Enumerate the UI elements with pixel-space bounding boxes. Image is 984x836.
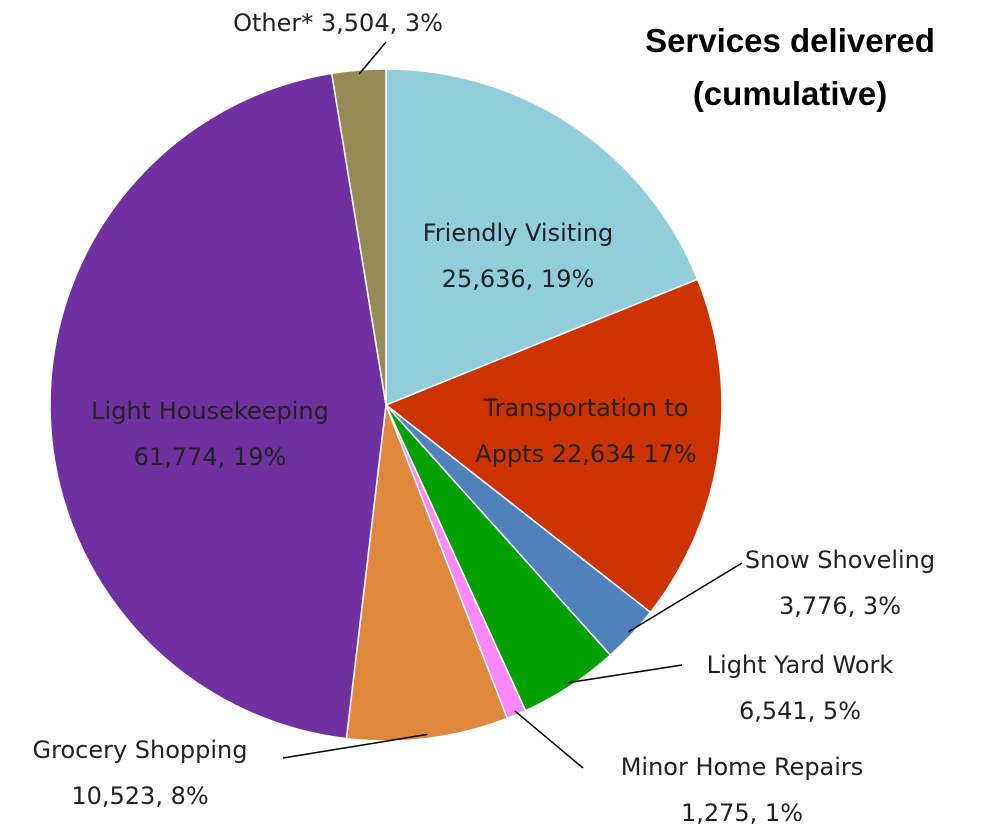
slice-category: Minor Home Repairs xyxy=(620,753,864,781)
slice-value-label: 6,541, 5% xyxy=(738,697,862,725)
chart-title: Services delivered (cumulative) xyxy=(645,22,935,112)
slice-label: Friendly Visiting 25,636, 19% xyxy=(368,210,668,302)
pie-slice xyxy=(384,278,723,614)
leader-line xyxy=(628,562,743,633)
slice-value-label: 1,275, 1% xyxy=(680,799,804,827)
slice-category: Grocery Shopping xyxy=(32,736,248,764)
pie-slice xyxy=(330,68,387,406)
slice-label: Light Yard Work 6,541, 5% xyxy=(675,642,925,734)
pie-slice xyxy=(345,404,509,742)
slice-category: Light Housekeeping xyxy=(91,397,329,425)
slice-value-label: 10,523, 8% xyxy=(71,782,209,810)
slice-label: Other* 3,504, 3% xyxy=(188,0,488,46)
slice-value-label: 25,636, 19% xyxy=(441,265,595,293)
slice-category: Other* xyxy=(233,9,314,37)
pie-slice xyxy=(49,72,387,740)
leader-line xyxy=(514,710,584,769)
slice-value-label: 3,776, 3% xyxy=(778,592,902,620)
pie-slice xyxy=(385,68,699,407)
slice-category: Snow Shoveling xyxy=(744,546,936,574)
leader-line xyxy=(567,664,683,684)
slice-value-label: 22,634 17% xyxy=(551,440,697,468)
slice-label: Grocery Shopping 10,523, 8% xyxy=(0,727,285,819)
slice-value-label: 61,774, 19% xyxy=(133,443,287,471)
slice-category: Light Yard Work xyxy=(706,651,894,679)
slice-label: Transportation to Appts 22,634 17% xyxy=(446,385,726,477)
slice-value-label: 3,504, 3% xyxy=(320,9,443,37)
slice-category: Transportation to Appts xyxy=(475,394,689,468)
leader-line xyxy=(358,41,387,75)
slice-label: Minor Home Repairs 1,275, 1% xyxy=(577,744,907,836)
leader-line xyxy=(282,733,428,759)
slice-category: Friendly Visiting xyxy=(422,219,614,247)
slice-label: Light Housekeeping 61,774, 19% xyxy=(50,388,370,480)
slice-label: Snow Shoveling 3,776, 3% xyxy=(715,537,965,629)
